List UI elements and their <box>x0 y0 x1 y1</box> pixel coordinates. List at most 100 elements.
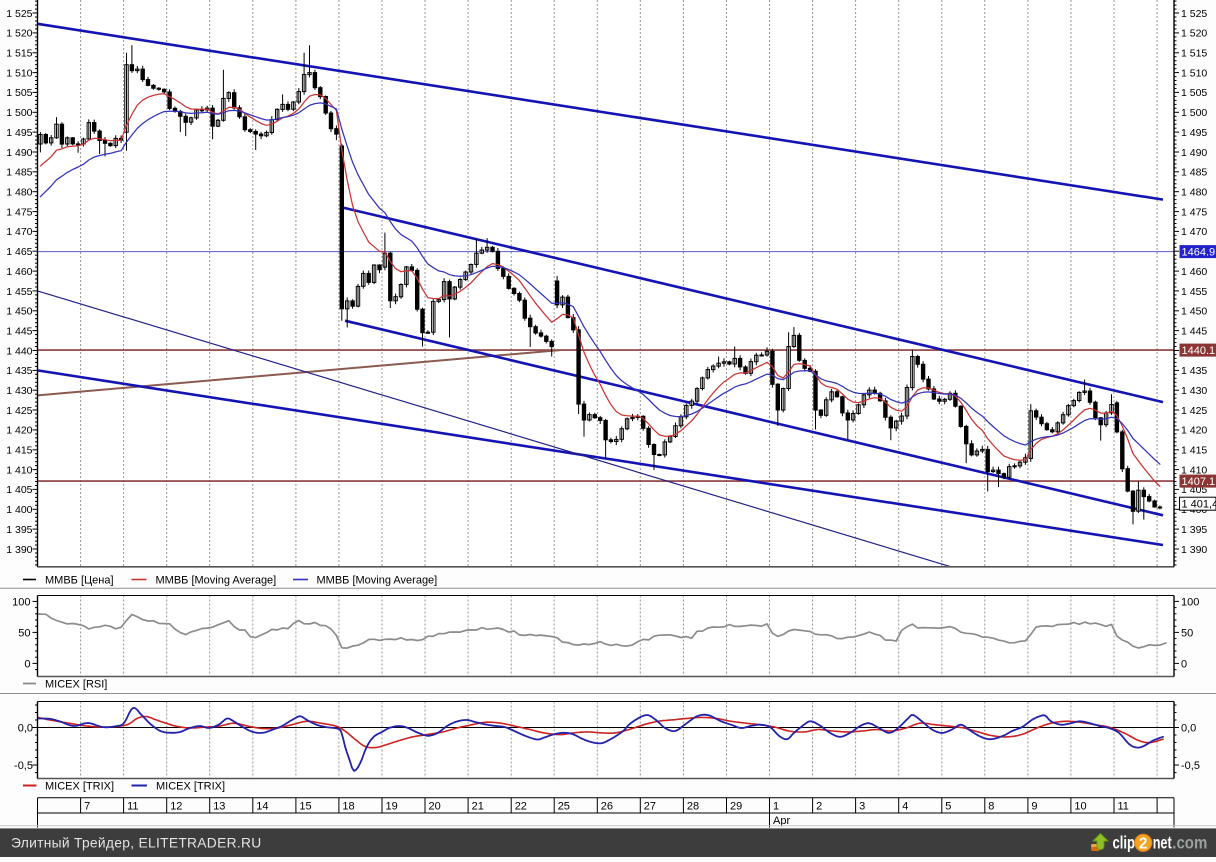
svg-text:1 415: 1 415 <box>1181 445 1207 457</box>
svg-text:1 445: 1 445 <box>1181 325 1207 337</box>
svg-text:1440.1: 1440.1 <box>1182 345 1216 357</box>
svg-text:1 520: 1 520 <box>6 28 32 40</box>
svg-text:1: 1 <box>773 801 779 813</box>
svg-text:12: 12 <box>170 801 182 813</box>
svg-text:1 465: 1 465 <box>6 246 32 258</box>
svg-text:2: 2 <box>1139 836 1148 853</box>
svg-text:20: 20 <box>429 801 441 813</box>
svg-text:1 515: 1 515 <box>6 48 32 60</box>
svg-text:1 430: 1 430 <box>6 385 32 397</box>
svg-text:25: 25 <box>558 801 570 813</box>
svg-text:1 390: 1 390 <box>1181 544 1207 556</box>
svg-text:ММВБ [Moving Average]: ММВБ [Moving Average] <box>317 575 438 587</box>
svg-text:9: 9 <box>1031 801 1037 813</box>
svg-text:1 390: 1 390 <box>6 544 32 556</box>
svg-text:ММВБ [Moving Average]: ММВБ [Moving Average] <box>156 575 277 587</box>
svg-text:0,0: 0,0 <box>1181 723 1196 735</box>
svg-text:50: 50 <box>1181 627 1193 639</box>
svg-text:15: 15 <box>299 801 311 813</box>
svg-text:1 401,4: 1 401,4 <box>1182 499 1216 511</box>
svg-text:13: 13 <box>213 801 225 813</box>
svg-text:1 505: 1 505 <box>1181 87 1207 99</box>
svg-text:1 515: 1 515 <box>1181 48 1207 60</box>
svg-text:net: net <box>1153 832 1172 852</box>
svg-text:Элитный Трейдер, ELITETRADER.R: Элитный Трейдер, ELITETRADER.RU <box>11 835 262 850</box>
svg-text:22: 22 <box>515 801 527 813</box>
svg-text:1 430: 1 430 <box>1181 385 1207 397</box>
svg-text:1 420: 1 420 <box>6 425 32 437</box>
svg-text:1 525: 1 525 <box>6 8 32 20</box>
svg-text:1 450: 1 450 <box>1181 306 1207 318</box>
svg-text:1 510: 1 510 <box>1181 67 1207 79</box>
svg-text:26: 26 <box>601 801 613 813</box>
svg-text:1 485: 1 485 <box>6 167 32 179</box>
svg-text:10: 10 <box>1074 801 1086 813</box>
svg-text:1 470: 1 470 <box>1181 226 1207 238</box>
svg-text:MICEX [TRIX]: MICEX [TRIX] <box>45 781 114 793</box>
svg-text:1 485: 1 485 <box>1181 167 1207 179</box>
svg-text:1 500: 1 500 <box>6 107 32 119</box>
svg-text:18: 18 <box>342 801 354 813</box>
svg-text:-0,5: -0,5 <box>14 760 33 772</box>
svg-text:2: 2 <box>816 801 822 813</box>
svg-text:1 495: 1 495 <box>6 127 32 139</box>
svg-text:MICEX [TRIX]: MICEX [TRIX] <box>156 781 225 793</box>
svg-text:1 455: 1 455 <box>6 286 32 298</box>
svg-text:100: 100 <box>1181 596 1199 608</box>
svg-text:-0,5: -0,5 <box>1181 760 1200 772</box>
svg-text:11: 11 <box>1118 801 1129 813</box>
svg-text:1 495: 1 495 <box>1181 127 1207 139</box>
svg-text:1407.1: 1407.1 <box>1182 476 1216 488</box>
svg-text:1 505: 1 505 <box>6 87 32 99</box>
svg-text:1 460: 1 460 <box>6 266 32 278</box>
svg-text:1 425: 1 425 <box>6 405 32 417</box>
svg-text:1 480: 1 480 <box>6 187 32 199</box>
svg-text:1 450: 1 450 <box>6 306 32 318</box>
svg-text:1 525: 1 525 <box>1181 8 1207 20</box>
svg-text:1 435: 1 435 <box>6 365 32 377</box>
svg-text:5: 5 <box>945 801 951 813</box>
svg-text:1 455: 1 455 <box>1181 286 1207 298</box>
svg-text:28: 28 <box>687 801 699 813</box>
svg-text:8: 8 <box>988 801 994 813</box>
svg-text:29: 29 <box>730 801 742 813</box>
svg-text:21: 21 <box>472 801 484 813</box>
svg-text:19: 19 <box>386 801 398 813</box>
svg-text:0: 0 <box>24 658 30 670</box>
svg-text:1 435: 1 435 <box>1181 365 1207 377</box>
svg-text:1 460: 1 460 <box>1181 266 1207 278</box>
svg-text:1 490: 1 490 <box>1181 147 1207 159</box>
svg-text:27: 27 <box>644 801 656 813</box>
svg-text:11: 11 <box>127 801 138 813</box>
svg-text:50: 50 <box>18 627 30 639</box>
svg-text:1 400: 1 400 <box>6 504 32 516</box>
svg-text:.com: .com <box>1172 832 1207 852</box>
svg-text:7: 7 <box>84 801 90 813</box>
svg-text:1 405: 1 405 <box>6 484 32 496</box>
svg-text:1 510: 1 510 <box>6 67 32 79</box>
svg-text:1 470: 1 470 <box>6 226 32 238</box>
svg-text:1 425: 1 425 <box>1181 405 1207 417</box>
svg-text:1 520: 1 520 <box>1181 28 1207 40</box>
svg-text:MICEX [RSI]: MICEX [RSI] <box>45 679 107 691</box>
svg-text:1 420: 1 420 <box>1181 425 1207 437</box>
svg-text:100: 100 <box>12 596 30 608</box>
svg-text:Apr: Apr <box>773 815 790 827</box>
svg-text:1 440: 1 440 <box>6 345 32 357</box>
svg-text:1 475: 1 475 <box>6 206 32 218</box>
svg-text:1 480: 1 480 <box>1181 187 1207 199</box>
svg-text:1 395: 1 395 <box>6 524 32 536</box>
svg-text:0,0: 0,0 <box>18 723 33 735</box>
svg-text:1 415: 1 415 <box>6 445 32 457</box>
svg-text:3: 3 <box>859 801 865 813</box>
svg-text:ММВБ [Цена]: ММВБ [Цена] <box>45 575 114 587</box>
svg-text:1 475: 1 475 <box>1181 206 1207 218</box>
svg-text:1 395: 1 395 <box>1181 524 1207 536</box>
svg-text:1 490: 1 490 <box>6 147 32 159</box>
svg-text:1464.9: 1464.9 <box>1182 247 1216 259</box>
svg-text:1 410: 1 410 <box>6 464 32 476</box>
svg-text:4: 4 <box>902 801 908 813</box>
svg-text:1 445: 1 445 <box>6 325 32 337</box>
svg-text:clip: clip <box>1113 832 1136 852</box>
svg-text:0: 0 <box>1181 658 1187 670</box>
